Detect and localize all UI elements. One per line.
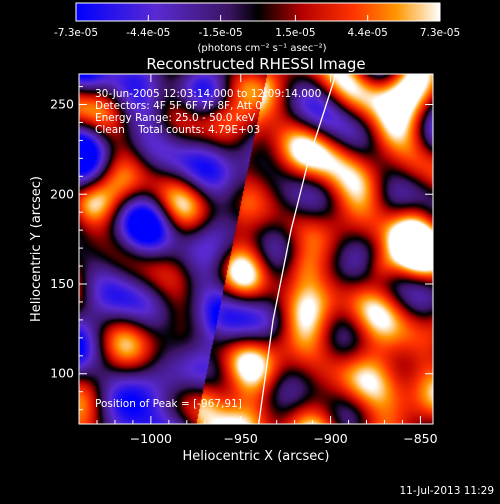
annotation-block: 30-Jun-2005 12:03:14.000 to 12:09:14.000… <box>95 88 321 136</box>
colorbar-tick-label: -1.5e-05 <box>199 27 243 39</box>
y-tick-label: 150 <box>50 276 74 291</box>
annotation-detectors: Detectors: 4F 5F 6F 7F 8F, Att 0 <box>95 100 262 112</box>
x-axis-label: Heliocentric X (arcsec) <box>183 449 330 464</box>
y-axis-label: Heliocentric Y (arcsec) <box>29 176 44 322</box>
colorbar-tick-label: 7.3e-05 <box>420 27 460 39</box>
y-axis-ticks: 100 150 200 250 <box>50 86 433 411</box>
footer-timestamp: 11-Jul-2013 11:29 <box>399 485 494 497</box>
x-tick-label: −1000 <box>130 431 172 446</box>
colorbar-tick-label: -7.3e-05 <box>54 27 98 39</box>
colorbar-tick-label: -4.4e-05 <box>126 27 170 39</box>
y-tick-label: 200 <box>50 186 74 201</box>
colorbar-tick-label: 4.4e-05 <box>348 27 388 39</box>
y-tick-label: 100 <box>50 366 74 381</box>
colorbar-tick-label: 1.5e-05 <box>275 27 315 39</box>
x-tick-label: −900 <box>313 431 347 446</box>
colorbar-ticks: -7.3e-05 -4.4e-05 -1.5e-05 1.5e-05 4.4e-05 7.… <box>54 15 460 39</box>
annotation-total-counts: Clean Total counts: 4.79E+03 <box>95 124 260 136</box>
chart-title: Reconstructed RHESSI Image <box>146 55 365 73</box>
colorbar <box>75 2 441 22</box>
x-axis-ticks: −1000 −950 −900 −850 <box>96 74 438 446</box>
x-tick-label: −950 <box>224 431 258 446</box>
heatmap-image <box>79 74 433 424</box>
plot-frame <box>78 73 434 425</box>
heatmap-container <box>79 74 433 424</box>
annotation-time-range: 30-Jun-2005 12:03:14.000 to 12:09:14.000 <box>95 88 321 100</box>
x-tick-label: −850 <box>403 431 437 446</box>
peak-position-label: Position of Peak = [-967,91] <box>95 398 242 410</box>
annotation-energy-range: Energy Range: 25.0 - 50.0 keV <box>95 112 256 124</box>
solar-limb-line <box>258 74 337 424</box>
y-tick-label: 250 <box>50 97 74 112</box>
colorbar-units-label: (photons cm⁻² s⁻¹ asec⁻²) <box>197 43 326 54</box>
